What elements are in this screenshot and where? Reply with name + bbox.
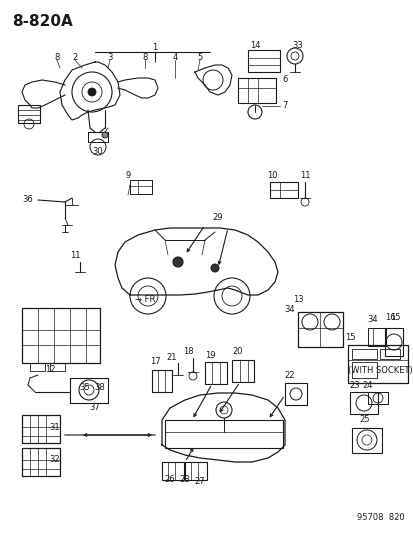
Text: 36: 36: [23, 196, 33, 205]
Text: 27: 27: [194, 478, 205, 487]
Text: 25: 25: [359, 416, 369, 424]
Text: 11: 11: [69, 251, 80, 260]
Bar: [30, 363, 45, 371]
Text: 4: 4: [172, 52, 177, 61]
Bar: [130, 180, 152, 194]
Bar: [297, 312, 342, 347]
Bar: [50, 363, 65, 371]
Bar: [351, 349, 376, 359]
Text: 17: 17: [150, 358, 160, 367]
Text: 8: 8: [54, 52, 59, 61]
Bar: [269, 182, 297, 198]
Text: 22: 22: [284, 370, 294, 379]
Text: 9: 9: [125, 171, 131, 180]
Bar: [152, 370, 171, 392]
Text: 32: 32: [50, 456, 60, 464]
Text: 3: 3: [107, 52, 112, 61]
Text: 2: 2: [72, 52, 78, 61]
Text: 30: 30: [93, 148, 103, 157]
Text: 8: 8: [142, 52, 147, 61]
Text: 16: 16: [384, 313, 394, 322]
Text: 29: 29: [212, 214, 223, 222]
Circle shape: [211, 264, 218, 272]
Bar: [379, 349, 399, 359]
Text: 8-820A: 8-820A: [12, 14, 73, 29]
Bar: [22, 308, 100, 363]
Text: 14: 14: [249, 42, 260, 51]
Bar: [185, 462, 206, 480]
Text: 21: 21: [166, 352, 177, 361]
Text: 95708  820: 95708 820: [356, 513, 404, 522]
Bar: [18, 105, 40, 123]
Text: → FR: → FR: [135, 295, 155, 304]
Text: 23: 23: [349, 381, 359, 390]
Text: 35: 35: [79, 384, 90, 392]
Bar: [247, 50, 279, 72]
Text: 19: 19: [204, 351, 215, 359]
Text: 34: 34: [367, 316, 377, 325]
Bar: [22, 415, 60, 443]
Text: 5: 5: [197, 52, 202, 61]
Bar: [367, 328, 385, 346]
Bar: [22, 448, 60, 476]
Bar: [367, 392, 387, 404]
Text: 20: 20: [232, 348, 243, 357]
Text: 31: 31: [50, 424, 60, 432]
Text: 15: 15: [389, 313, 399, 322]
Text: 6: 6: [282, 76, 287, 85]
Bar: [70, 378, 108, 403]
Text: 26: 26: [164, 475, 175, 484]
Bar: [204, 362, 226, 384]
Bar: [231, 360, 254, 382]
Text: 7: 7: [282, 101, 287, 110]
Text: 24: 24: [362, 381, 373, 390]
Text: 11: 11: [299, 171, 309, 180]
Text: 13: 13: [292, 295, 303, 304]
Circle shape: [102, 132, 108, 138]
Text: (WITH SOCKET): (WITH SOCKET): [347, 366, 411, 375]
Text: 33: 33: [292, 42, 303, 51]
Bar: [88, 132, 108, 142]
Text: 37: 37: [89, 403, 100, 413]
Text: 38: 38: [95, 384, 105, 392]
Text: 10: 10: [266, 171, 277, 180]
Bar: [161, 462, 183, 480]
Bar: [284, 383, 306, 405]
Circle shape: [88, 88, 96, 96]
Text: 28: 28: [179, 475, 190, 484]
Bar: [237, 78, 275, 103]
Text: 1: 1: [152, 44, 157, 52]
Circle shape: [173, 257, 183, 267]
Text: 18: 18: [182, 348, 193, 357]
Bar: [349, 392, 377, 414]
Text: 15: 15: [344, 334, 354, 343]
Bar: [165, 420, 282, 448]
Bar: [384, 328, 402, 356]
Bar: [351, 362, 376, 378]
Text: 12: 12: [45, 366, 55, 375]
Bar: [351, 428, 381, 453]
Text: 34: 34: [284, 305, 294, 314]
Bar: [347, 345, 407, 383]
